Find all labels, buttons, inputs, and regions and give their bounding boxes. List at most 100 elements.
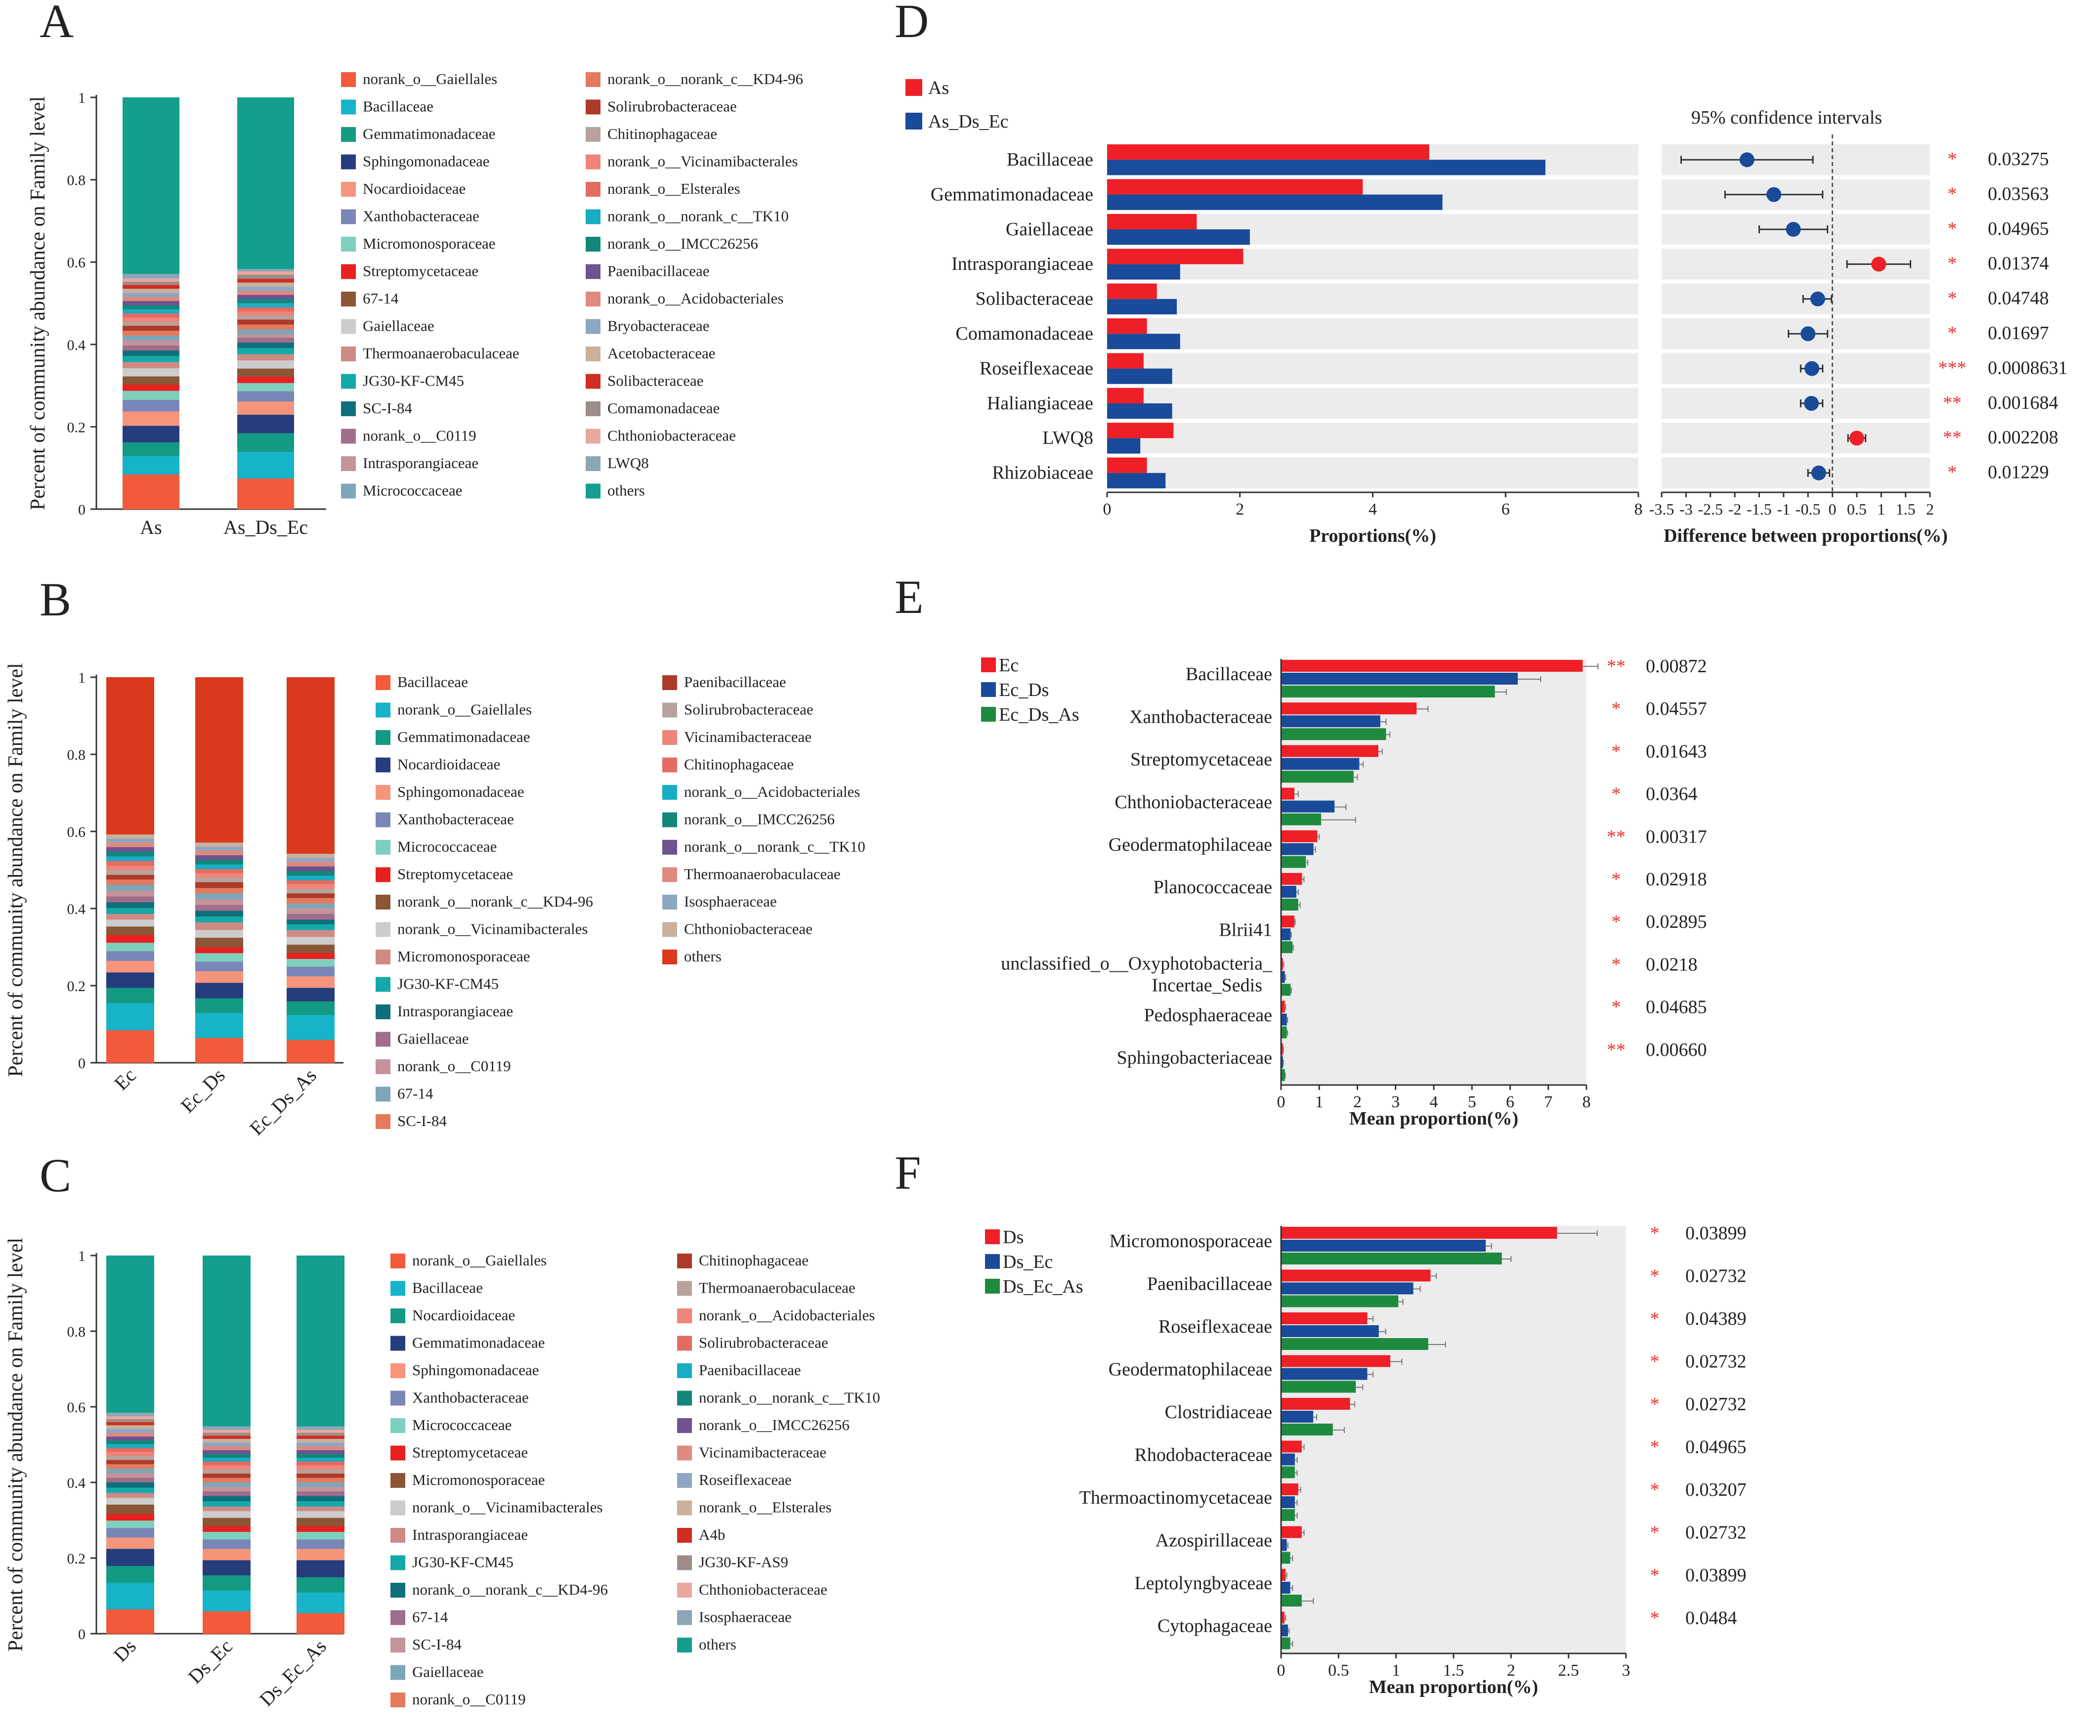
category-label: Intrasporangiaceae	[951, 254, 1093, 274]
bar-as-ds-ec	[1107, 438, 1141, 454]
stack-segment	[106, 1609, 154, 1634]
legend-swatch	[341, 347, 356, 361]
significance-stars: *	[1612, 954, 1621, 975]
difference-point	[1786, 222, 1801, 237]
stack-segment	[195, 1038, 243, 1063]
stack-segment	[203, 1539, 251, 1549]
stack-segment	[106, 1504, 154, 1515]
stack-segment	[106, 926, 154, 935]
legend-swatch	[662, 840, 677, 855]
stack-segment	[237, 278, 294, 283]
p-value: 0.04965	[1988, 218, 2049, 239]
legend-label: Nocardioidaceae	[363, 180, 466, 197]
stack-segment	[203, 1511, 251, 1518]
legend-label: Intrasporangiaceae	[412, 1526, 528, 1543]
stack-segment	[237, 353, 294, 361]
legend-label: SC-I-84	[363, 399, 412, 417]
category-label: Planococcaceae	[1154, 877, 1273, 898]
legend-label: Chitinophagaceae	[684, 756, 794, 773]
bar-ec	[1281, 915, 1295, 928]
stack-segment	[287, 866, 335, 871]
legend-swatch	[376, 1004, 390, 1019]
panel-label-a: A	[40, 0, 74, 47]
stack-segment	[287, 966, 335, 977]
y-tick-label: 0.6	[67, 255, 86, 271]
legend-swatch	[586, 456, 600, 471]
stack-segment	[195, 868, 243, 873]
difference-point	[1766, 187, 1782, 202]
bar-as	[1107, 457, 1147, 473]
legend-swatch	[390, 1363, 405, 1378]
stack-segment-others	[123, 97, 179, 274]
bar-ec-ds	[1281, 715, 1380, 728]
stack-segment	[123, 330, 179, 336]
legend-label: norank_o__Vicinamibacterales	[607, 153, 798, 170]
legend-label: Micrococcaceae	[397, 838, 497, 855]
row-background	[1107, 353, 1638, 384]
stack-segment	[203, 1590, 251, 1611]
legend-label: Thermoanaerobaculaceae	[684, 866, 841, 883]
legend-label: Micromonosporaceae	[397, 948, 530, 965]
legend-swatch	[985, 1254, 1000, 1269]
stack-segment	[195, 953, 243, 962]
bar-ec-ds-as	[1281, 941, 1293, 954]
legend-swatch	[586, 483, 600, 499]
legend-label: Gaiellaceae	[397, 1030, 469, 1047]
stack-segment	[123, 301, 179, 305]
stack-segment	[123, 376, 179, 385]
bar-ds-ec	[1281, 1539, 1287, 1551]
stack-segment	[287, 1014, 335, 1040]
stack-segment	[203, 1461, 251, 1466]
stack-segment	[287, 958, 335, 967]
legend-label: norank_o__Acidobacteriales	[684, 783, 860, 800]
significance-stars: **	[1943, 427, 1962, 448]
stack-segment	[195, 887, 243, 894]
stack-segment	[297, 1486, 344, 1492]
legend-swatch	[662, 867, 677, 882]
stack-segment	[203, 1438, 251, 1443]
legend-swatch	[586, 209, 600, 224]
bar-ds-ec-as	[1281, 1424, 1333, 1435]
stack-segment	[106, 1436, 154, 1440]
stack-segment	[195, 846, 243, 851]
legend-label: Vicinamibacteraceae	[699, 1444, 826, 1461]
stack-segment	[106, 1440, 154, 1444]
x-axis-title: Difference between proportions(%)	[1664, 525, 1948, 546]
legend-swatch	[390, 1390, 405, 1406]
legend-swatch	[390, 1583, 405, 1598]
legend-swatch	[586, 127, 600, 142]
stack-segment	[237, 299, 294, 304]
legend-label: Isosphaeraceae	[699, 1608, 792, 1626]
legend-swatch	[376, 1086, 390, 1102]
x-tick-label: -0.5	[1796, 500, 1821, 518]
stack-segment	[287, 953, 335, 959]
y-tick-label: 1	[78, 670, 86, 686]
stack-segment	[106, 1492, 154, 1498]
p-value: 0.02895	[1646, 911, 1707, 932]
legend-label: Gemmatimonadaceae	[412, 1334, 545, 1351]
row-background	[1107, 457, 1638, 488]
stack-segment	[106, 902, 154, 909]
bar-ec-ds	[1281, 758, 1360, 770]
x-tick-label: 4	[1430, 1093, 1438, 1111]
stack-segment	[237, 274, 294, 279]
stack-segment	[237, 311, 294, 316]
legend-swatch	[390, 1610, 405, 1625]
significance-stars: *	[1612, 869, 1621, 890]
stack-segment	[123, 455, 179, 475]
stack-segment	[237, 269, 294, 272]
legend-swatch	[905, 113, 922, 130]
stack-segment	[123, 288, 179, 293]
stack-segment	[106, 1447, 154, 1452]
y-tick-label: 0.2	[67, 1551, 86, 1567]
legend-label: Vicinamibacteraceae	[684, 728, 812, 745]
bar-as	[1107, 249, 1243, 264]
significance-stars: *	[1948, 218, 1957, 239]
stack-segment	[106, 890, 154, 897]
y-tick-label: 1	[78, 1248, 86, 1264]
stack-segment	[287, 919, 335, 924]
legend-swatch	[390, 1336, 405, 1351]
legend-label: Xanthobacteraceae	[363, 208, 479, 225]
legend-label: Roseiflexaceae	[699, 1471, 792, 1488]
stack-segment	[106, 896, 154, 903]
